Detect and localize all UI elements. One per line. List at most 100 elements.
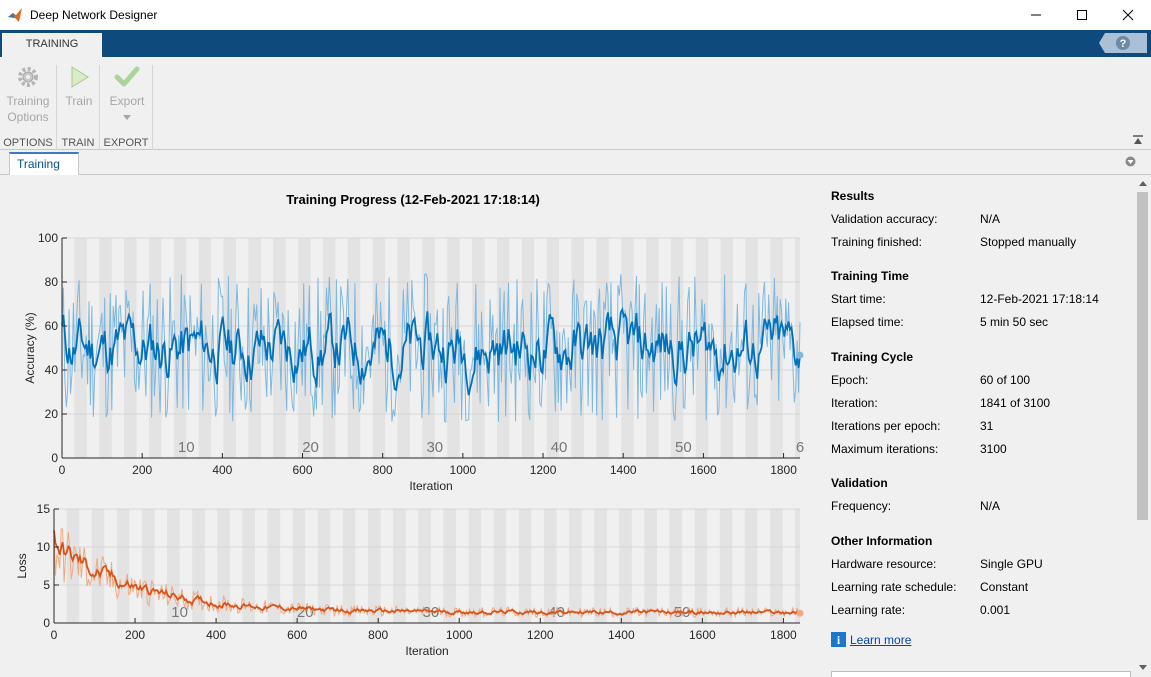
plot-options-box [831,671,1131,677]
scrollbar-thumb[interactable] [1137,192,1148,520]
epoch-label: 10 [178,439,195,456]
scroll-down-arrow-icon[interactable] [1135,662,1151,674]
epoch-band [694,509,708,623]
help-icon: ? [1120,38,1127,50]
y-tick-label: 60 [45,319,59,333]
epoch-band [669,509,683,623]
minimize-button[interactable] [1013,0,1059,30]
start-time-value: 12-Feb-2021 17:18:14 [980,292,1099,306]
x-axis-label: Iteration [409,479,452,493]
info-label: Hardware resource: [831,557,937,571]
doc-tab-training[interactable]: Training [9,152,79,175]
toolstrip: Training Options OPTIONS Train TRAIN Exp… [0,57,1151,150]
y-axis-label: Loss [15,553,29,578]
epoch-band [116,509,130,623]
epoch-band [720,238,734,458]
epoch-band [518,509,532,623]
elapsed-time-value: 5 min 50 sec [980,315,1049,329]
vertical-scrollbar[interactable] [1135,175,1151,676]
epoch-band [418,509,431,623]
epoch-label: 20 [302,439,319,456]
info-label: Elapsed time: [831,315,904,329]
epoch-band [267,509,281,623]
export-label: Export [109,94,145,108]
y-tick-label: 100 [38,231,58,245]
training-options-label-2: Options [7,110,49,124]
x-tick-label: 1000 [446,628,473,642]
close-button[interactable] [1105,0,1151,30]
svg-text:i: i [837,633,841,647]
epoch-band [695,238,709,458]
info-label: Start time: [831,292,886,306]
training-plots: Training Progress (12-Feb-2021 17:18:14)… [15,192,804,658]
epoch-band [217,509,230,623]
training-finished-value: Stopped manually [980,235,1077,249]
document-tabs: Training [0,151,1151,175]
epoch-band [770,509,783,623]
epoch-band [493,509,507,623]
x-tick-label: 1600 [689,628,716,642]
info-label: Learning rate schedule: [831,580,957,594]
info-label: Training finished: [831,235,922,249]
maximize-button[interactable] [1059,0,1105,30]
x-tick-label: 800 [368,628,388,642]
train-button[interactable]: Train [59,65,99,109]
epoch-label: 10 [171,604,188,621]
x-tick-label: 400 [206,628,226,642]
learn-more-link[interactable]: Learn more [850,632,912,647]
iterations-per-epoch-value: 31 [980,419,994,433]
x-tick-label: 1000 [450,463,477,477]
lr-schedule-value: Constant [980,580,1029,594]
group-export: Export EXPORT [100,65,153,150]
epoch-label: 30 [423,604,440,621]
toolstrip-tabs: TRAINING ? [0,30,1151,57]
smoothed-series-line [53,530,801,616]
epoch-band [619,509,632,623]
training-progress-panel: Training Progress (12-Feb-2021 17:18:14)… [0,175,1151,677]
plot-title: Training Progress (12-Feb-2021 17:18:14) [286,192,540,207]
epoch-band [543,509,557,623]
scroll-up-arrow-icon[interactable] [1135,177,1151,189]
x-tick-label: 1800 [770,463,797,477]
x-tick-label: 1600 [690,463,717,477]
training-cycle-title: Training Cycle [831,350,914,364]
y-axis-label: Accuracy (%) [23,312,37,383]
hardware-resource-value: Single GPU [980,557,1043,571]
y-tick-label: 0 [51,451,58,465]
epoch-band [124,238,137,458]
epoch-label: 6 [796,439,804,456]
info-label: Frequency: [831,499,892,513]
epoch-band [393,509,406,623]
tab-training[interactable]: TRAINING [2,33,102,57]
learn-more: i Learn more [831,632,911,647]
info-label: Validation accuracy: [831,212,938,226]
help-button[interactable]: ? [1099,33,1147,53]
train-label: Train [65,94,93,108]
tab-menu-chevron-icon[interactable] [1125,156,1136,167]
training-options-button[interactable]: Training Options [2,65,54,125]
validation-accuracy-value: N/A [980,212,1001,226]
epoch-band [342,509,356,623]
collapse-toolstrip-icon[interactable] [1133,135,1143,145]
max-iterations-value: 3100 [980,442,1007,456]
info-label: Maximum iterations: [831,442,939,456]
epoch-band [621,238,634,458]
x-tick-label: 600 [287,628,307,642]
y-tick-label: 20 [45,407,59,421]
last-point [796,609,804,617]
group-options: Training Options OPTIONS [0,65,57,150]
x-tick-label: 1400 [608,628,635,642]
export-button[interactable]: Export [104,65,150,125]
other-info-title: Other Information [831,534,933,548]
play-icon [71,66,89,88]
last-point [796,351,804,359]
epoch-band [167,509,180,623]
epoch-band [317,509,331,623]
x-tick-label: 200 [125,628,145,642]
epoch-band [644,509,657,623]
minimize-icon [1031,14,1041,16]
validation-title: Validation [831,476,888,490]
gear-icon [18,67,38,87]
learning-rate-value: 0.001 [980,603,1011,617]
